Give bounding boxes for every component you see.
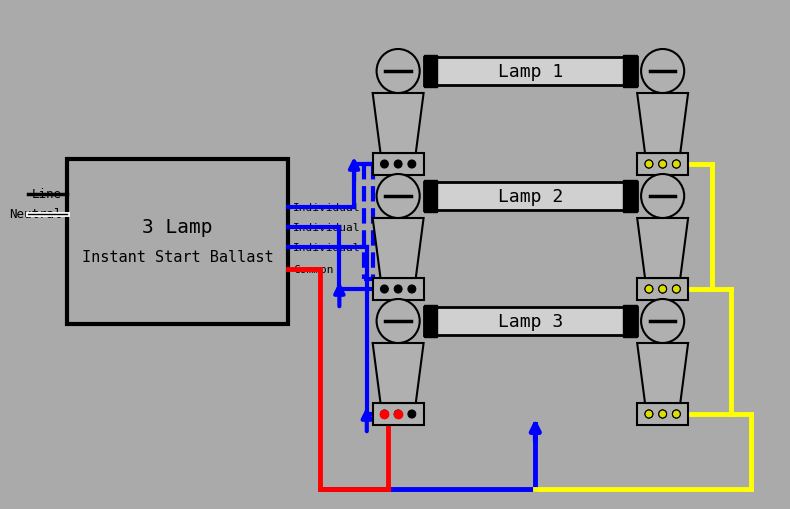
Circle shape xyxy=(381,161,389,168)
Circle shape xyxy=(672,410,680,418)
Bar xyxy=(373,278,423,300)
Text: Instant Start Ballast: Instant Start Ballast xyxy=(82,249,273,265)
Text: Lamp 2: Lamp 2 xyxy=(498,188,563,206)
Circle shape xyxy=(645,286,653,293)
Circle shape xyxy=(377,175,419,218)
Polygon shape xyxy=(638,218,688,278)
Circle shape xyxy=(659,410,667,418)
Bar xyxy=(423,305,438,337)
Circle shape xyxy=(645,410,653,418)
Circle shape xyxy=(641,50,684,94)
Bar xyxy=(623,181,638,213)
Polygon shape xyxy=(373,218,423,278)
Bar xyxy=(423,181,438,213)
Text: Lamp 1: Lamp 1 xyxy=(498,63,563,81)
Circle shape xyxy=(394,161,402,168)
Text: Common: Common xyxy=(293,265,334,274)
Circle shape xyxy=(641,299,684,344)
Text: Line: Line xyxy=(32,188,62,201)
Polygon shape xyxy=(638,94,688,154)
Circle shape xyxy=(645,161,653,168)
Circle shape xyxy=(408,161,416,168)
Circle shape xyxy=(672,161,680,168)
Text: Neutral: Neutral xyxy=(9,208,62,221)
Circle shape xyxy=(645,161,653,168)
Circle shape xyxy=(408,410,416,418)
Circle shape xyxy=(672,410,680,418)
Circle shape xyxy=(672,286,680,293)
Text: Individual: Individual xyxy=(293,242,361,252)
Text: 3 Lamp: 3 Lamp xyxy=(142,217,213,237)
Circle shape xyxy=(377,50,419,94)
Bar xyxy=(423,58,638,86)
Circle shape xyxy=(659,286,667,293)
Bar xyxy=(423,56,438,88)
Circle shape xyxy=(659,161,667,168)
Bar xyxy=(638,154,688,176)
Bar xyxy=(623,305,638,337)
Circle shape xyxy=(659,410,667,418)
Circle shape xyxy=(394,410,402,418)
Circle shape xyxy=(381,410,389,418)
Polygon shape xyxy=(373,344,423,403)
Circle shape xyxy=(672,286,680,293)
Bar xyxy=(623,56,638,88)
Circle shape xyxy=(659,161,667,168)
Circle shape xyxy=(672,161,680,168)
Text: Lamp 3: Lamp 3 xyxy=(498,313,563,330)
Bar xyxy=(373,403,423,425)
Circle shape xyxy=(377,299,419,344)
Circle shape xyxy=(381,286,389,293)
Circle shape xyxy=(645,286,653,293)
Circle shape xyxy=(641,175,684,218)
Circle shape xyxy=(394,286,402,293)
Bar xyxy=(638,403,688,425)
Bar xyxy=(423,183,638,211)
Bar xyxy=(67,160,288,324)
Circle shape xyxy=(408,286,416,293)
Circle shape xyxy=(659,286,667,293)
Bar xyxy=(373,154,423,176)
Polygon shape xyxy=(373,94,423,154)
Bar xyxy=(638,278,688,300)
Polygon shape xyxy=(638,344,688,403)
Text: Individual: Individual xyxy=(293,222,361,233)
Text: Individual: Individual xyxy=(293,203,361,213)
Bar xyxy=(423,307,638,335)
Circle shape xyxy=(645,410,653,418)
